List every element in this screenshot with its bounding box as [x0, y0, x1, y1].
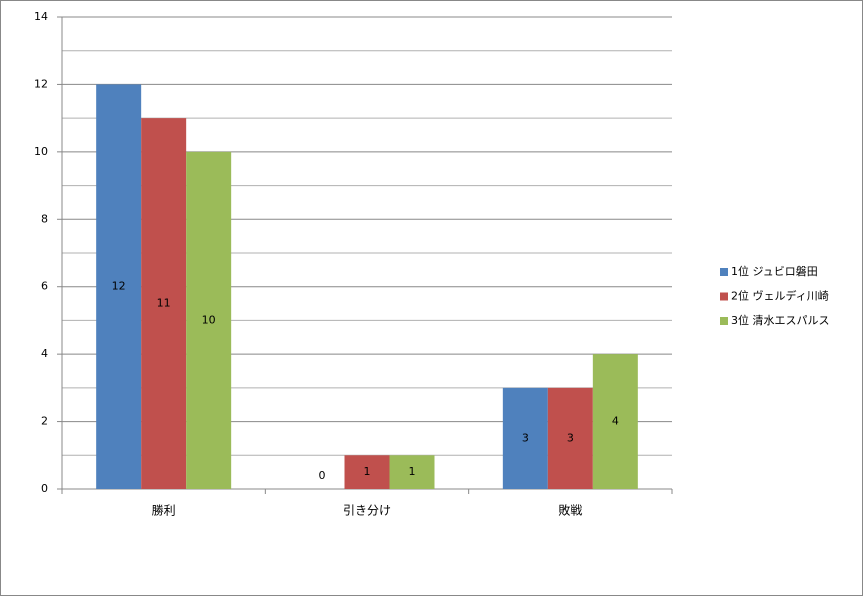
- bar: [389, 455, 435, 489]
- data-label: 3: [567, 431, 574, 444]
- bar: [502, 387, 548, 489]
- data-label: 0: [319, 469, 326, 482]
- bar: [592, 354, 638, 489]
- y-tick-label: 2: [41, 415, 48, 428]
- data-label: 11: [157, 297, 171, 310]
- data-label: 12: [112, 280, 126, 293]
- data-label: 10: [202, 313, 216, 326]
- y-tick-label: 14: [34, 10, 48, 23]
- legend-label: 3位 清水エスパルス: [731, 313, 830, 327]
- legend-swatch: [720, 268, 728, 276]
- bar: [344, 455, 390, 489]
- data-label: 1: [364, 465, 371, 478]
- data-label: 1: [409, 465, 416, 478]
- legend-label: 2位 ヴェルディ川崎: [731, 289, 829, 303]
- y-tick-label: 8: [41, 212, 48, 225]
- data-label: 4: [612, 415, 619, 428]
- y-tick-label: 0: [41, 482, 48, 495]
- y-tick-label: 6: [41, 280, 48, 293]
- data-label: 3: [522, 431, 529, 444]
- y-tick-label: 4: [41, 347, 48, 360]
- bar: [186, 151, 232, 489]
- bar: [96, 84, 142, 489]
- legend-label: 1位 ジュビロ磐田: [731, 264, 818, 278]
- bar: [547, 387, 593, 489]
- y-tick-label: 10: [34, 145, 48, 158]
- legend-swatch: [720, 317, 728, 325]
- x-tick-label: 引き分け: [343, 504, 391, 518]
- y-tick-label: 12: [34, 77, 48, 90]
- bar: [141, 118, 187, 490]
- x-tick-label: 敗戦: [558, 503, 582, 518]
- legend-swatch: [720, 292, 728, 301]
- x-tick-label: 勝利: [152, 503, 176, 518]
